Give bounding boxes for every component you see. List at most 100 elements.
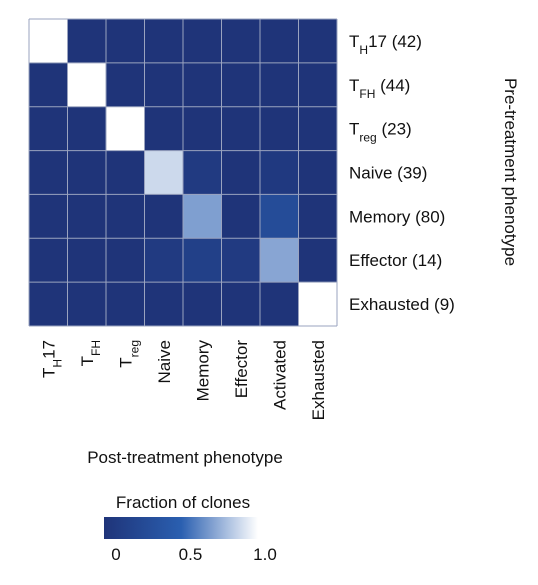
heatmap-cell — [67, 282, 106, 326]
x-tick-label: Effector — [232, 340, 251, 399]
x-tick-label: Exhausted — [309, 340, 328, 420]
heatmap-cell — [260, 238, 299, 283]
heatmap-cell — [260, 19, 299, 63]
heatmap-cell — [183, 282, 222, 326]
heatmap-cell — [67, 150, 106, 195]
label-subscript: FH — [359, 87, 375, 101]
label-main: Effector (14) — [349, 251, 442, 270]
y-tick-label: Effector (14) — [349, 251, 442, 270]
heatmap-cell — [221, 19, 260, 63]
label-main: T — [349, 32, 359, 51]
heatmap-cell — [29, 106, 68, 151]
heatmap-cell — [260, 106, 299, 151]
colorbar: Fraction of clones 0 0.5 1.0 — [104, 493, 277, 564]
heatmap-cell — [183, 19, 222, 63]
heatmap-cell — [106, 238, 145, 283]
y-tick-label: Exhausted (9) — [349, 295, 455, 314]
colorbar-gradient — [104, 517, 258, 539]
label-subscript: reg — [127, 340, 141, 357]
heatmap-cell — [298, 19, 337, 63]
heatmap-cell — [67, 106, 106, 151]
label-main: Effector — [232, 340, 251, 399]
y-tick-label: TFH (44) — [349, 76, 410, 101]
y-tick-label: Memory (80) — [349, 207, 445, 226]
heatmap-cell — [67, 19, 106, 63]
label-main: T — [78, 356, 97, 366]
label-main: Memory — [193, 340, 212, 402]
heatmap-cell — [260, 62, 299, 107]
y-axis-label: Pre-treatment phenotype — [501, 78, 520, 266]
heatmap-cell — [144, 194, 183, 239]
x-tick-label: Activated — [270, 340, 289, 410]
heatmap-cell — [183, 106, 222, 151]
colorbar-title: Fraction of clones — [116, 493, 250, 512]
heatmap-cell — [29, 150, 68, 195]
heatmap-cell — [67, 194, 106, 239]
heatmap-cell — [260, 150, 299, 195]
y-tick-label: Treg (23) — [349, 120, 412, 145]
heatmap-cell — [144, 62, 183, 107]
heatmap-cell — [221, 62, 260, 107]
heatmap-cell — [144, 238, 183, 283]
x-tick-label: TFH — [78, 340, 103, 366]
label-main: Activated — [270, 340, 289, 410]
colorbar-tick-label: 0.5 — [179, 545, 203, 564]
label-subscript: H — [50, 359, 64, 368]
label-main: T — [349, 76, 359, 95]
colorbar-tick-label: 1.0 — [253, 545, 277, 564]
label-suffix: 17 (42) — [368, 32, 422, 51]
x-tick-label: Naive — [155, 340, 174, 383]
label-suffix: (23) — [377, 120, 412, 139]
heatmap-cell — [106, 150, 145, 195]
heatmap-cell — [298, 194, 337, 239]
heatmap-cell — [298, 282, 337, 326]
heatmap-cell — [106, 106, 145, 151]
heatmap-cell — [29, 62, 68, 107]
label-subscript: FH — [89, 340, 103, 356]
heatmap-cell — [221, 194, 260, 239]
heatmap-cell — [29, 282, 68, 326]
heatmap-cell — [144, 282, 183, 326]
heatmap-cell — [183, 194, 222, 239]
label-main: T — [116, 357, 135, 367]
heatmap-cell — [298, 150, 337, 195]
heatmap-cell — [106, 194, 145, 239]
colorbar-tick-label: 0 — [111, 545, 120, 564]
heatmap-cell — [67, 238, 106, 283]
heatmap-cell — [298, 106, 337, 151]
heatmap-cell — [221, 150, 260, 195]
heatmap-cell — [221, 106, 260, 151]
heatmap-cell — [221, 238, 260, 283]
heatmap-cell — [29, 238, 68, 283]
label-main: Exhausted — [309, 340, 328, 420]
heatmap-cell — [106, 62, 145, 107]
heatmap-cell — [67, 62, 106, 107]
heatmap-cell — [144, 106, 183, 151]
label-subscript: H — [359, 43, 368, 57]
label-suffix: (44) — [375, 76, 410, 95]
colorbar-ticks: 0 0.5 1.0 — [111, 545, 277, 564]
label-main: T — [39, 368, 58, 378]
x-tick-label: TH17 — [39, 340, 64, 378]
y-tick-label: Naive (39) — [349, 164, 427, 183]
x-tick-label: Memory — [193, 340, 212, 402]
y-tick-label: TH17 (42) — [349, 32, 422, 57]
heatmap-cells — [29, 19, 337, 326]
heatmap-cell — [183, 62, 222, 107]
y-tick-labels: TH17 (42)TFH (44)Treg (23)Naive (39)Memo… — [349, 32, 455, 314]
label-main: Naive (39) — [349, 164, 427, 183]
heatmap-cell — [221, 282, 260, 326]
label-main: Naive — [155, 340, 174, 383]
label-main: Exhausted (9) — [349, 295, 455, 314]
heatmap-cell — [29, 19, 68, 63]
heatmap-grid — [28, 18, 338, 327]
heatmap-cell — [298, 62, 337, 107]
heatmap-cell — [144, 150, 183, 195]
heatmap-cell — [260, 282, 299, 326]
label-suffix: 17 — [39, 340, 58, 359]
label-main: Memory (80) — [349, 207, 445, 226]
label-subscript: reg — [359, 131, 376, 145]
heatmap-cell — [106, 19, 145, 63]
